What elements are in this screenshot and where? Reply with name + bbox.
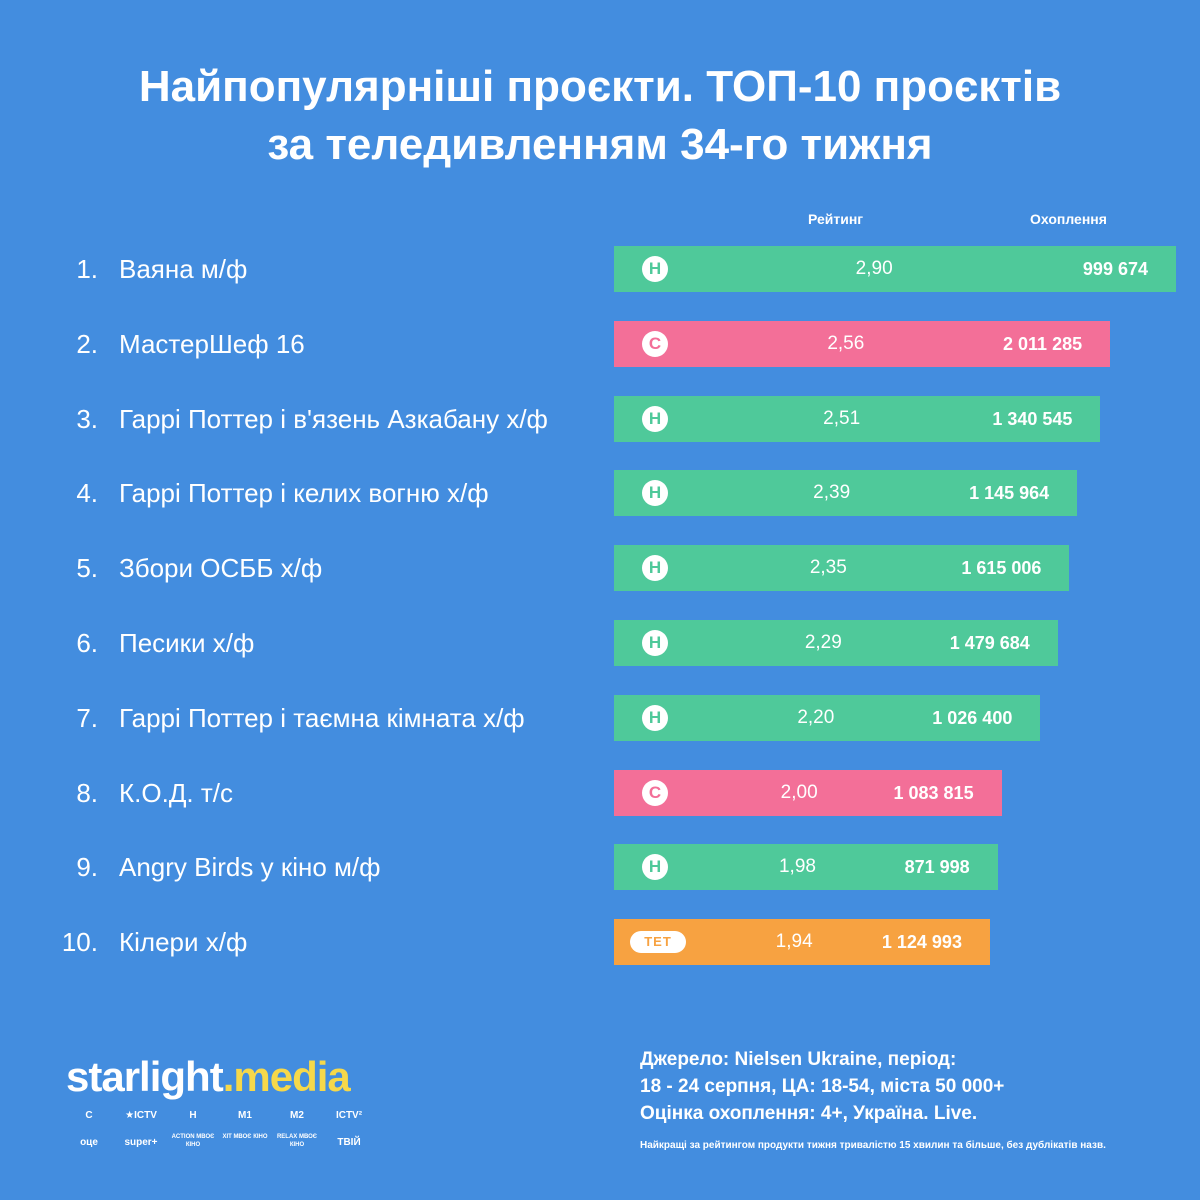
- project-name: Кілери х/ф: [119, 927, 248, 958]
- project-name: Песики х/ф: [119, 628, 255, 658]
- reach-value: 1 124 993: [881, 932, 962, 953]
- project-name: Збори ОСББ х/ф: [119, 553, 323, 584]
- reach-value: 999 674: [1082, 259, 1148, 279]
- brand-dot: .: [222, 1053, 235, 1100]
- m1-logo-icon: M1: [238, 1110, 252, 1121]
- rank-number: 8.: [76, 777, 98, 808]
- rating-value: 2,20: [797, 706, 835, 728]
- project-name: МастерШеф 16: [119, 328, 305, 359]
- action-mvoe-kino-logo-icon: ACTION МВОЄ КІНО: [171, 1134, 215, 1148]
- n-icon: Н: [642, 704, 668, 731]
- rank-number: 9.: [76, 852, 98, 883]
- rating-value: 2,51: [823, 407, 861, 429]
- rank-number: 3.: [76, 403, 98, 434]
- rank-number: 6.: [76, 628, 98, 658]
- rating-bar: С 2,56 2 011 285: [614, 320, 1111, 367]
- ictv-logo-icon: ★ICTV: [125, 1110, 157, 1121]
- n-icon: Н: [642, 854, 668, 881]
- source-line-1: Джерело: Nielsen Ukraine, період:: [640, 1049, 957, 1070]
- rating-value: 2,56: [827, 332, 865, 354]
- title-line-2: за теледивленням 34-го тижня: [267, 120, 933, 169]
- reach-value: 1 479 684: [949, 633, 1030, 653]
- rank-number: 10.: [61, 927, 98, 958]
- rank-number: 7.: [76, 702, 98, 733]
- relax-mvoe-kino-logo-icon: RELAX МВОЄ КІНО: [276, 1134, 318, 1148]
- rating-value: 2,29: [804, 632, 842, 653]
- tviy-logo-icon: ТВІЙ: [337, 1137, 361, 1148]
- project-name: Гаррі Поттер і келих вогню х/ф: [119, 478, 489, 509]
- project-name: Гаррі Поттер і таємна кімната х/ф: [119, 702, 525, 733]
- stb-icon: С: [642, 779, 668, 806]
- n-icon: Н: [642, 480, 668, 507]
- rating-bar: ТЕТ 1,94 1 124 993: [614, 919, 990, 966]
- rating-bar: Н 2,35 1 615 006: [614, 545, 1070, 592]
- ictv2-logo-icon: ICTV²: [335, 1110, 363, 1121]
- novyi-logo-icon: Н: [189, 1110, 197, 1121]
- reach-value: 1 083 815: [893, 782, 974, 803]
- rating-bar: Н 2,29 1 479 684: [614, 620, 1058, 666]
- starlight-media-logo: starlight.media: [66, 1050, 351, 1104]
- superplus-logo-icon: super+: [124, 1137, 158, 1148]
- rank-number: 4.: [76, 478, 98, 509]
- tet-icon: ТЕТ: [630, 931, 686, 954]
- reach-value: 1 026 400: [932, 707, 1013, 728]
- n-icon: Н: [642, 630, 668, 656]
- reach-value: 2 011 285: [1003, 333, 1083, 354]
- rating-bar: Н 1,98 871 998: [614, 844, 998, 891]
- source-note: Джерело: Nielsen Ukraine, період: 18 - 2…: [640, 1046, 1004, 1127]
- reach-value: 1 615 006: [961, 558, 1042, 579]
- reach-column-header: Охоплення: [1030, 211, 1107, 227]
- rating-value: 1,98: [778, 856, 816, 878]
- title-line-1: Найпопулярніші проєкти. ТОП-10 проєктів: [138, 62, 1062, 111]
- source-line-2: 18 - 24 серпня, ЦА: 18-54, міста 50 000+: [640, 1076, 1005, 1097]
- rating-value: 2,39: [813, 482, 851, 504]
- rating-value: 2,90: [855, 258, 893, 279]
- hit-mvoe-kino-logo-icon: ХІТ МВОЄ КІНО: [222, 1134, 268, 1140]
- project-name: Angry Birds у кіно м/ф: [119, 852, 381, 883]
- m2-logo-icon: M2: [290, 1110, 304, 1121]
- rank-number: 5.: [76, 553, 98, 584]
- reach-value: 1 145 964: [969, 483, 1050, 504]
- project-name: К.О.Д. т/с: [119, 777, 234, 808]
- project-name: Ваяна м/ф: [119, 254, 248, 284]
- rating-value: 2,35: [809, 557, 847, 579]
- rating-bar: Н 2,51 1 340 545: [614, 395, 1101, 442]
- stb-logo-icon: С: [85, 1110, 93, 1121]
- rating-bar: С 2,00 1 083 815: [614, 769, 1002, 816]
- rating-bar: Н 2,20 1 026 400: [614, 694, 1041, 741]
- n-icon: Н: [642, 256, 668, 282]
- page-title: Найпопулярніші проєкти. ТОП-10 проєктів …: [0, 58, 1200, 174]
- project-name: Гаррі Поттер і в'язень Азкабану х/ф: [119, 403, 548, 434]
- rating-value: 1,94: [775, 931, 813, 953]
- source-line-3: Оцінка охоплення: 4+, Україна. Live.: [640, 1103, 978, 1124]
- rating-bar: Н 2,90 999 674: [614, 246, 1176, 292]
- rank-number: 1.: [76, 254, 98, 284]
- footnote: Найкращі за рейтингом продукти тижня три…: [640, 1140, 1106, 1151]
- brand-media: media: [233, 1053, 350, 1100]
- rank-number: 2.: [76, 328, 98, 359]
- otse-logo-icon: оце: [80, 1137, 98, 1148]
- rating-column-header: Рейтинг: [808, 211, 864, 227]
- reach-value: 871 998: [904, 857, 970, 878]
- reach-value: 1 340 545: [992, 408, 1073, 429]
- rating-value: 2,00: [780, 781, 818, 803]
- n-icon: Н: [642, 555, 668, 582]
- stb-icon: С: [642, 330, 668, 357]
- rating-bar: Н 2,39 1 145 964: [614, 470, 1078, 517]
- n-icon: Н: [642, 405, 668, 432]
- brand-starlight: starlight: [66, 1053, 224, 1100]
